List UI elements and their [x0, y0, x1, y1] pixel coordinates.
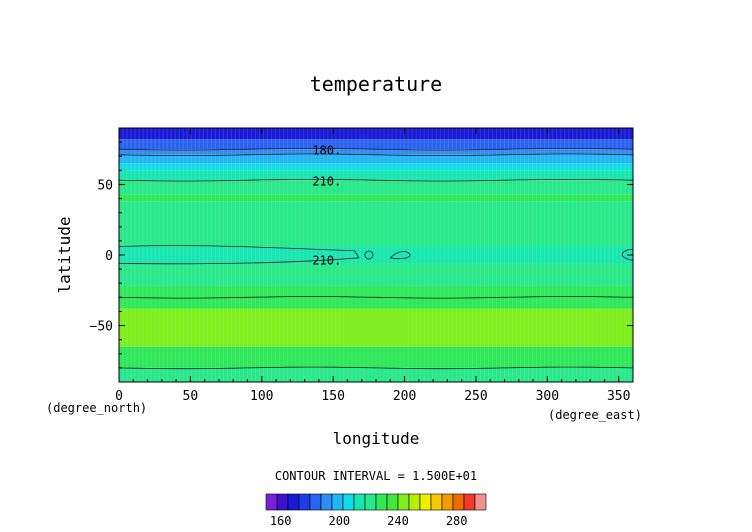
- contour-band: [119, 170, 633, 181]
- contour-band: [119, 201, 633, 247]
- colorbar-tick-label: 240: [387, 514, 409, 528]
- x-unit-label: (degree_east): [548, 408, 642, 422]
- contour-line: [364, 250, 374, 260]
- y-tick-label: 50: [97, 178, 113, 193]
- contour-band: [119, 294, 633, 309]
- colorbar-swatch: [463, 493, 476, 511]
- chart-title: temperature: [310, 72, 442, 96]
- colorbar-swatch: [331, 493, 344, 511]
- colorbar-swatch: [452, 493, 465, 511]
- contour-label: 180.: [312, 144, 341, 158]
- contour-band: [119, 149, 633, 155]
- contour-line: [118, 366, 634, 370]
- contour-band: [119, 263, 633, 287]
- x-axis: 0 50 100 150 200 250 300 350: [115, 128, 630, 404]
- x-tick-label: 150: [321, 389, 344, 404]
- contour-line: [118, 153, 634, 156]
- x-tick-label: 350: [607, 389, 630, 404]
- x-axis-label: longitude: [333, 429, 420, 448]
- colorbar-swatch: [419, 493, 432, 511]
- x-tick-label: 50: [183, 389, 199, 404]
- y-tick-label: 0: [105, 249, 113, 264]
- contour-label: 210.: [312, 175, 341, 189]
- contour-line: [389, 251, 411, 260]
- contour-line: [621, 248, 634, 262]
- colorbar-swatch: [320, 493, 333, 511]
- contour-band: [119, 128, 633, 140]
- colorbar: [265, 493, 487, 511]
- colorbar-swatch: [287, 493, 300, 511]
- colorbar-swatch: [408, 493, 421, 511]
- contour-line: [118, 179, 634, 182]
- x-tick-label: 100: [250, 389, 273, 404]
- colorbar-swatch: [309, 493, 322, 511]
- contour-band: [119, 154, 633, 164]
- contour-band: [119, 139, 633, 150]
- contour-band: [119, 194, 633, 202]
- contour-band: [119, 163, 633, 171]
- colorbar-swatch: [265, 493, 278, 511]
- contour-line: [118, 296, 634, 299]
- y-tick-label: −50: [90, 320, 113, 335]
- contour-band: [119, 346, 633, 368]
- x-tick-label: 300: [536, 389, 559, 404]
- colorbar-swatch: [353, 493, 366, 511]
- colorbar-swatch: [364, 493, 377, 511]
- contour-interval-label: CONTOUR INTERVAL = 1.500E+01: [275, 469, 477, 483]
- contour-label: 210.: [312, 254, 341, 268]
- y-unit-label: (degree_north): [46, 401, 147, 415]
- contour-line: [118, 245, 360, 265]
- colorbar-swatch: [276, 493, 289, 511]
- contour-band: [119, 246, 633, 264]
- plot-area: 180. 210. 210.: [118, 127, 634, 383]
- y-axis-label: latitude: [55, 216, 74, 293]
- colorbar-swatch: [441, 493, 454, 511]
- colorbar-swatch: [474, 493, 487, 511]
- colorbar-swatch: [298, 493, 311, 511]
- contour-band: [119, 308, 633, 347]
- colorbar-tick-label: 280: [446, 514, 468, 528]
- x-tick-label: 200: [393, 389, 416, 404]
- colorbar-tick-labels: 160 200 240 280: [270, 514, 468, 528]
- contour-band: [119, 286, 633, 295]
- x-tick-label: 0: [115, 389, 123, 404]
- colorbar-swatch: [342, 493, 355, 511]
- x-tick-label: 250: [464, 389, 487, 404]
- y-axis: 50 0 −50: [90, 141, 633, 369]
- contour-band: [119, 367, 633, 382]
- colorbar-swatch: [375, 493, 388, 511]
- colorbar-swatch: [430, 493, 443, 511]
- contour-line: [118, 148, 634, 151]
- colorbar-tick-label: 160: [270, 514, 292, 528]
- colorbar-swatch: [386, 493, 399, 511]
- colorbar-tick-label: 200: [328, 514, 350, 528]
- colorbar-swatch: [397, 493, 410, 511]
- contour-band: [119, 180, 633, 195]
